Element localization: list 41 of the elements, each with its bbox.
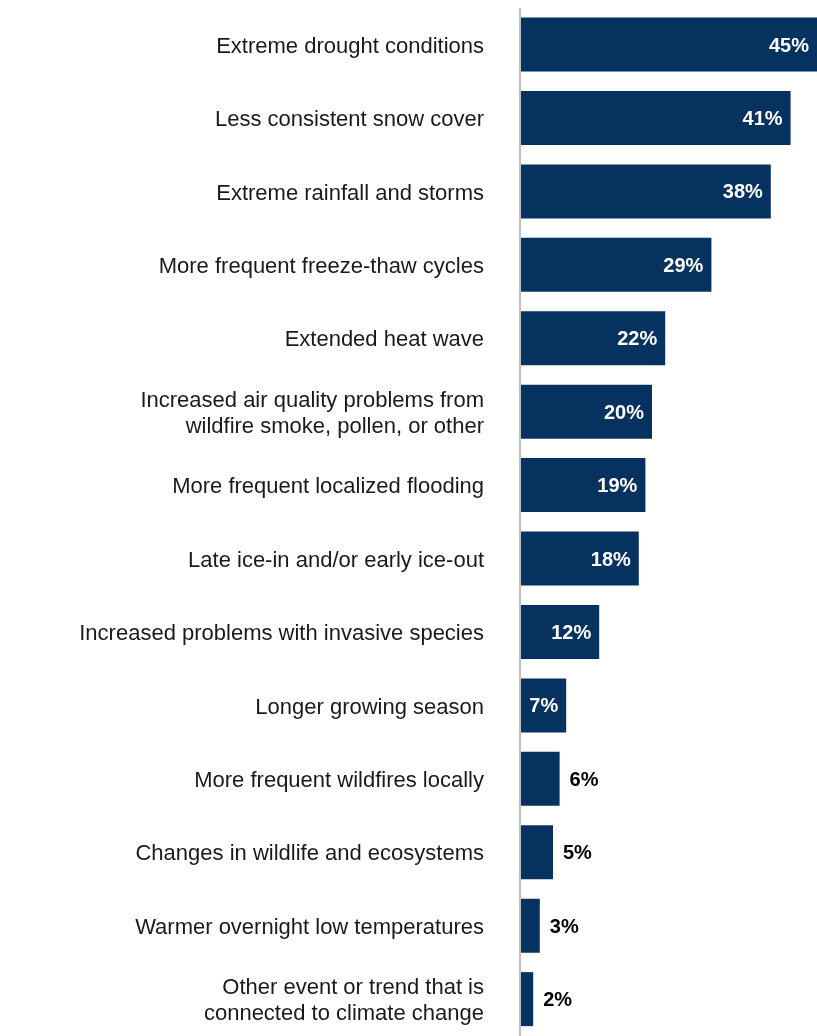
data-label: 5% xyxy=(563,841,593,864)
y-tick-label: Changes in wildlife and ecosystems xyxy=(135,840,484,866)
bar xyxy=(520,751,560,806)
data-label: 7% xyxy=(529,694,559,717)
data-label: 12% xyxy=(551,620,592,643)
bar xyxy=(520,237,712,292)
y-tick-label: Extended heat wave xyxy=(284,326,484,352)
bar xyxy=(520,604,600,659)
y-tick-label: Longer growing season xyxy=(255,693,484,719)
y-tick-label: More frequent localized flooding xyxy=(172,473,484,499)
bar xyxy=(520,90,791,145)
data-label: 45% xyxy=(768,33,810,56)
y-tick-label: Less consistent snow cover xyxy=(214,106,484,132)
y-tick-label: Late ice-in and/or early ice-out xyxy=(188,546,484,572)
data-label: 18% xyxy=(590,547,632,570)
data-label: 20% xyxy=(603,400,645,423)
data-label: 29% xyxy=(663,253,704,276)
y-tick-label: Warmer overnight low temperatures xyxy=(135,913,484,939)
y-tick-label: Extreme rainfall and storms xyxy=(216,179,484,205)
data-label: 19% xyxy=(597,474,638,497)
bar xyxy=(520,531,639,586)
y-tick-label: More frequent freeze-thaw cycles xyxy=(158,253,484,278)
bar xyxy=(520,898,540,953)
bar xyxy=(520,458,646,513)
bar xyxy=(520,384,652,439)
data-label: 2% xyxy=(543,988,573,1011)
data-label: 6% xyxy=(569,767,599,790)
data-label: 41% xyxy=(742,106,783,129)
data-label: 38% xyxy=(722,180,764,203)
y-tick-label: Increased air quality problems from wildfire smoke, pollen, or other xyxy=(140,386,484,438)
data-label: 3% xyxy=(549,914,579,937)
y-tick-label: More frequent wildfires locally xyxy=(194,767,484,792)
data-label: 22% xyxy=(617,327,658,350)
bar xyxy=(520,825,553,880)
bar xyxy=(520,17,817,72)
y-tick-label: Extreme drought conditions xyxy=(216,32,484,58)
y-tick-label: Increased problems with invasive species xyxy=(79,620,484,646)
bar xyxy=(520,311,666,366)
bar xyxy=(520,164,771,219)
y-tick-label: Other event or trend that is connected to climate change xyxy=(203,974,484,1026)
bar xyxy=(520,972,534,1027)
